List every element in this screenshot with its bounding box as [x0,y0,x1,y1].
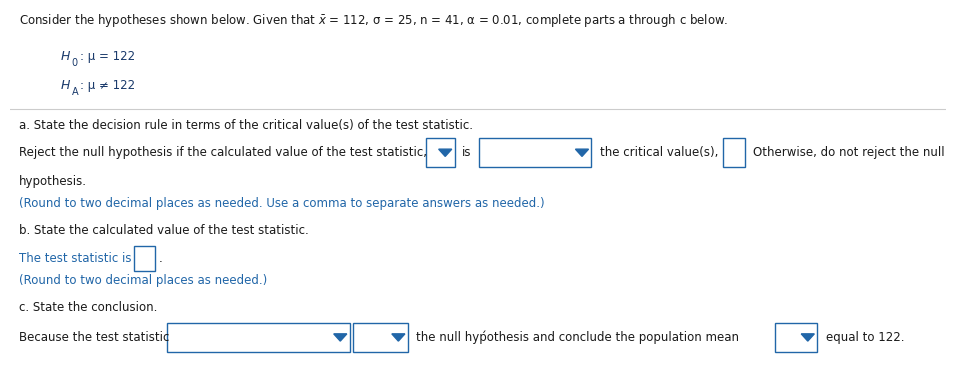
Text: : μ = 122: : μ = 122 [79,50,135,63]
FancyBboxPatch shape [354,323,407,352]
Text: Because the test statistic: Because the test statistic [19,331,169,344]
FancyBboxPatch shape [724,138,745,167]
Polygon shape [334,334,347,341]
FancyBboxPatch shape [134,246,155,270]
Text: : μ ≠ 122: : μ ≠ 122 [79,79,135,92]
Polygon shape [801,334,815,341]
Text: H: H [61,50,71,63]
Text: the null hyṕothesis and conclude the population mean: the null hyṕothesis and conclude the po… [416,331,739,344]
Text: c. State the conclusion.: c. State the conclusion. [19,301,158,314]
Text: The test statistic is: The test statistic is [19,252,131,265]
Text: a. State the decision rule in terms of the critical value(s) of the test statist: a. State the decision rule in terms of t… [19,119,473,132]
Text: 0: 0 [72,58,78,68]
Polygon shape [576,149,589,157]
Text: H: H [61,79,71,92]
FancyBboxPatch shape [479,138,592,167]
Text: equal to 122.: equal to 122. [826,331,904,344]
Text: A: A [72,87,78,97]
Polygon shape [392,334,405,341]
FancyBboxPatch shape [426,138,454,167]
Text: (Round to two decimal places as needed.): (Round to two decimal places as needed.) [19,274,267,287]
Text: Consider the hypotheses shown below. Given that $\bar{x}$ = 112, σ = 25, n = 41,: Consider the hypotheses shown below. Giv… [19,12,728,29]
Text: hypothesis.: hypothesis. [19,175,87,188]
Text: .: . [159,252,163,265]
Text: Reject the null hypothesis if the calculated value of the test statistic,: Reject the null hypothesis if the calcul… [19,146,427,159]
Polygon shape [439,149,452,157]
Text: b. State the calculated value of the test statistic.: b. State the calculated value of the tes… [19,224,309,237]
FancyBboxPatch shape [775,323,817,352]
Text: (Round to two decimal places as needed. Use a comma to separate answers as neede: (Round to two decimal places as needed. … [19,197,545,210]
Text: the critical value(s),: the critical value(s), [599,146,718,159]
Text: Otherwise, do not reject the null: Otherwise, do not reject the null [753,146,945,159]
FancyBboxPatch shape [167,323,350,352]
Text: is: is [462,146,471,159]
